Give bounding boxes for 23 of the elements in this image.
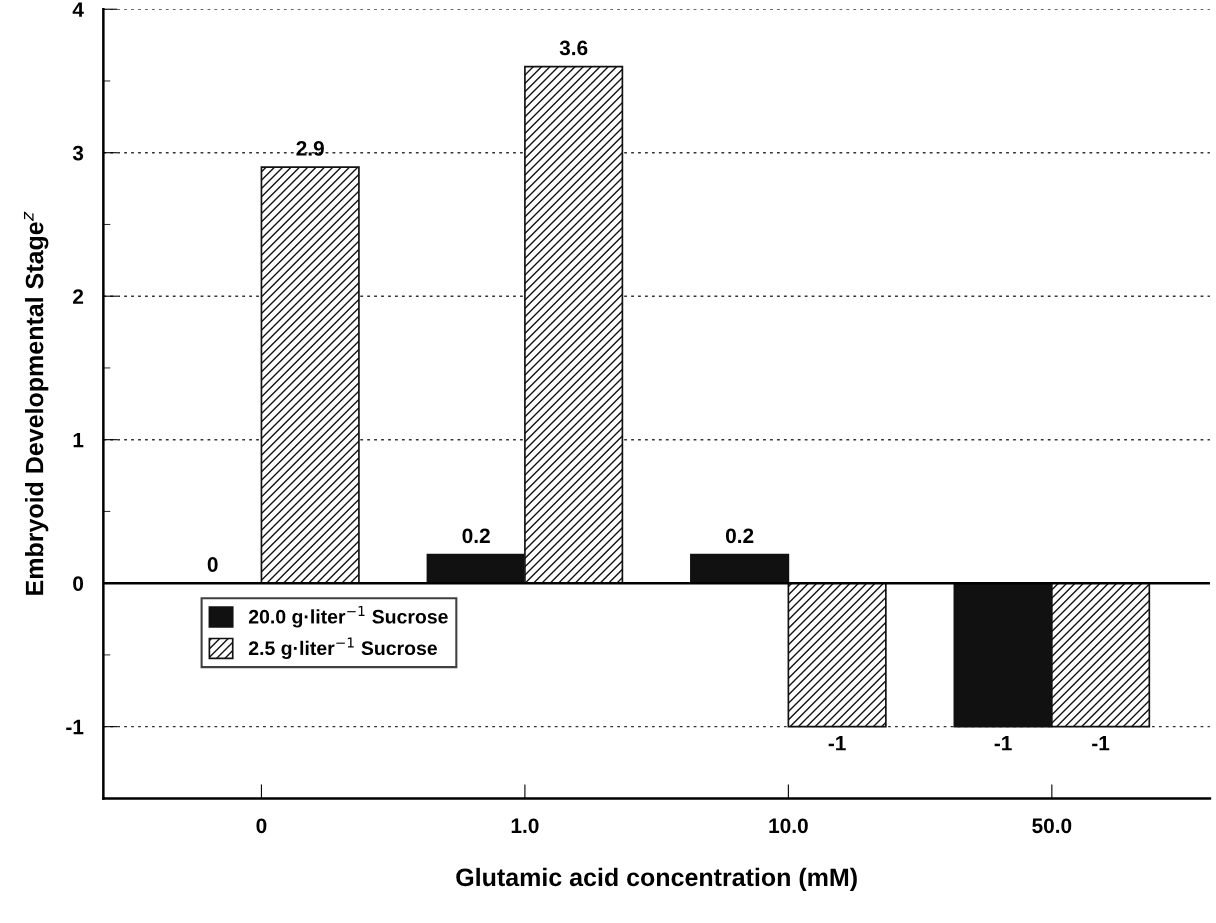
y-tick-label: 4: [72, 2, 84, 17]
x-tick-label: 50.0: [1032, 818, 1072, 834]
data-label: 0.2: [462, 528, 490, 544]
data-label: 0.2: [725, 528, 754, 544]
x-tick-label: 10.0: [769, 818, 808, 834]
data-label: -1: [828, 736, 846, 751]
y-tick-label: 2: [73, 289, 84, 304]
y-tick-label: 0: [73, 576, 84, 591]
text: 2.5 g·liter$^{−1}$ Sucrose: [248, 637, 437, 660]
y-tick-label: 1: [73, 432, 84, 448]
data-label: 0: [207, 557, 218, 572]
data-label: 2.9: [296, 141, 324, 156]
bar: [690, 553, 790, 585]
y-tick-label: 3: [72, 145, 84, 161]
legend-label: 20.0 g·liter$^{−1}$ Sucrose: [248, 606, 448, 628]
data-label: -1: [994, 736, 1012, 751]
data-label: -1: [1092, 736, 1110, 751]
x-tick-label: 1.0: [511, 818, 539, 834]
y-tick-label: -1: [66, 719, 84, 735]
x-axis-title: Glutamic acid concentration (mM): [456, 867, 857, 892]
x-tick-label: 0: [256, 818, 267, 834]
y-axis-title: Embryoid Developmental Stage$^{z}$: [23, 211, 49, 595]
data-label: 3.6: [559, 40, 588, 56]
